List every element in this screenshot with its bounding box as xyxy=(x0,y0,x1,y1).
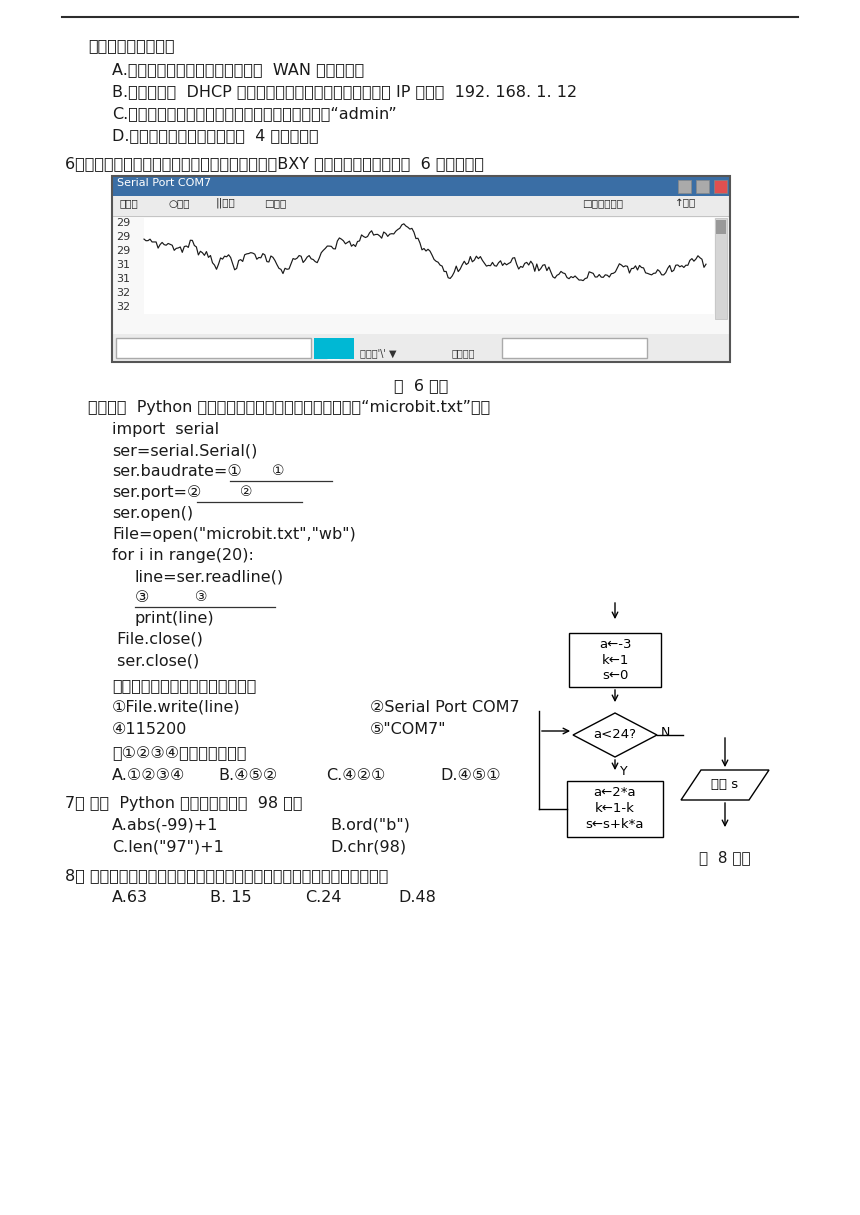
Text: 第  6 题图: 第 6 题图 xyxy=(394,378,448,392)
Text: 29: 29 xyxy=(116,217,130,228)
Text: D.④⑤①: D.④⑤① xyxy=(440,768,501,782)
FancyBboxPatch shape xyxy=(112,176,730,196)
Text: 31: 31 xyxy=(116,275,130,284)
Text: Serial Port COM7: Serial Port COM7 xyxy=(117,179,211,188)
Text: for i in range(20):: for i in range(20): xyxy=(112,548,254,563)
Text: 29: 29 xyxy=(116,232,130,242)
Text: B. 15: B. 15 xyxy=(210,891,252,905)
Text: File.close(): File.close() xyxy=(112,632,203,648)
Text: C.len("97")+1: C.len("97")+1 xyxy=(112,840,224,855)
Polygon shape xyxy=(681,770,769,799)
Text: 则①②③④处的语句依次为: 则①②③④处的语句依次为 xyxy=(112,746,247,761)
Text: A.使用网线将光猫和无线路由器的  WAN 口进行连接: A.使用网线将光猫和无线路由器的 WAN 口进行连接 xyxy=(112,62,365,77)
Text: ④115200: ④115200 xyxy=(112,722,187,738)
Text: 第  8 题图: 第 8 题图 xyxy=(699,850,751,865)
Text: print(line): print(line) xyxy=(135,611,215,626)
Text: C.首次登陆路由器管理界面时，用户名和密码均为“admin”: C.首次登陆路由器管理界面时，用户名和密码均为“admin” xyxy=(112,106,396,122)
Text: File=open("microbit.txt","wb"): File=open("microbit.txt","wb") xyxy=(112,527,356,542)
Text: a←2*a: a←2*a xyxy=(593,786,636,799)
Text: a←-3: a←-3 xyxy=(599,638,631,651)
FancyBboxPatch shape xyxy=(314,338,354,358)
Text: ser=serial.Serial(): ser=serial.Serial() xyxy=(112,443,257,458)
Text: 32: 32 xyxy=(116,303,130,312)
FancyBboxPatch shape xyxy=(678,180,691,193)
Text: k←1-k: k←1-k xyxy=(595,802,635,815)
Text: □停止: □停止 xyxy=(264,198,286,208)
Text: Y: Y xyxy=(620,765,628,778)
Text: 编写以下  Python 代码，获取串口数据并保存到文本文件“microbit.txt”中。: 编写以下 Python 代码，获取串口数据并保存到文本文件“microbit.t… xyxy=(88,400,490,416)
FancyBboxPatch shape xyxy=(116,338,311,358)
Text: 8． 该算法的部分流程图如图所示，执行该部分流程图后，则输出的结果为: 8． 该算法的部分流程图如图所示，执行该部分流程图后，则输出的结果为 xyxy=(65,868,389,883)
Text: ②: ② xyxy=(240,485,253,499)
Text: ○重置: ○重置 xyxy=(168,198,189,208)
Text: 7． 下列  Python 表达式的値等于  98 的是: 7． 下列 Python 表达式的値等于 98 的是 xyxy=(65,796,303,810)
Text: line=ser.readline(): line=ser.readline() xyxy=(135,569,284,584)
Text: ①: ① xyxy=(272,464,285,477)
FancyBboxPatch shape xyxy=(113,334,729,361)
Text: ser.port=②: ser.port=② xyxy=(112,485,201,501)
Text: 以下说法不正确的是: 以下说法不正确的是 xyxy=(88,38,175,53)
Text: A.abs(-99)+1: A.abs(-99)+1 xyxy=(112,818,218,833)
Text: a<24?: a<24? xyxy=(593,729,636,741)
Text: ||暂停: ||暂停 xyxy=(216,198,236,209)
Text: k←1: k←1 xyxy=(601,654,629,667)
Text: 波特率：: 波特率： xyxy=(452,347,476,358)
Text: C.④②①: C.④②① xyxy=(326,768,385,782)
Text: □显示时间截: □显示时间截 xyxy=(582,198,623,208)
Text: ser.baudrate=①: ser.baudrate=① xyxy=(112,464,242,479)
Text: 结束符'\' ▼: 结束符'\' ▼ xyxy=(360,347,396,358)
Text: A.①②③④: A.①②③④ xyxy=(112,768,186,782)
FancyBboxPatch shape xyxy=(502,338,647,358)
Text: ③: ③ xyxy=(135,590,150,605)
FancyBboxPatch shape xyxy=(696,180,709,193)
Text: B.ord("b"): B.ord("b") xyxy=(330,818,410,833)
Text: C.24: C.24 xyxy=(305,891,341,905)
Text: 115200(波特默认): 115200(波特默认) xyxy=(506,347,574,358)
Text: 上述程序段中划线处可选语句为：: 上述程序段中划线处可选语句为： xyxy=(112,678,256,693)
Text: 31: 31 xyxy=(116,260,130,270)
Text: s←0: s←0 xyxy=(602,669,628,682)
Text: ①File.write(line): ①File.write(line) xyxy=(112,700,241,714)
Text: 发送: 发送 xyxy=(326,347,340,361)
Text: 音清空: 音清空 xyxy=(120,198,138,208)
Text: 29: 29 xyxy=(116,245,130,256)
Text: ser.open(): ser.open() xyxy=(112,505,194,521)
FancyBboxPatch shape xyxy=(567,781,663,837)
FancyBboxPatch shape xyxy=(716,220,726,234)
Polygon shape xyxy=(573,713,657,757)
FancyBboxPatch shape xyxy=(112,196,730,362)
FancyBboxPatch shape xyxy=(569,633,661,686)
Text: D.chr(98): D.chr(98) xyxy=(330,840,406,855)
Text: ser.close(): ser.close() xyxy=(112,652,200,668)
Text: D.48: D.48 xyxy=(398,891,436,905)
Text: B.路由器开启  DHCP 功能后，手机连接无线路由器获取的 IP 可能是  192. 168. 1. 12: B.路由器开启 DHCP 功能后，手机连接无线路由器获取的 IP 可能是 192… xyxy=(112,84,577,98)
Text: ▼: ▼ xyxy=(640,347,648,358)
Text: import  serial: import serial xyxy=(112,422,219,437)
Text: 32: 32 xyxy=(116,288,130,298)
FancyBboxPatch shape xyxy=(144,217,714,313)
Text: ③: ③ xyxy=(195,590,207,604)
FancyBboxPatch shape xyxy=(714,180,727,193)
Text: N: N xyxy=(661,725,671,739)
FancyBboxPatch shape xyxy=(715,217,727,320)
Text: ↑导出: ↑导出 xyxy=(675,198,697,208)
FancyBboxPatch shape xyxy=(113,196,729,216)
Text: 输出 s: 输出 s xyxy=(711,779,739,791)
Text: B.④⑤②: B.④⑤② xyxy=(218,768,277,782)
Text: ⑤"COM7": ⑤"COM7" xyxy=(370,722,446,738)
Text: A.63: A.63 xyxy=(112,891,148,905)
Text: D.此无线路由器最多只能连接  4 台终端设备: D.此无线路由器最多只能连接 4 台终端设备 xyxy=(112,128,318,143)
Text: s←s+k*a: s←s+k*a xyxy=(586,819,644,831)
Text: ②Serial Port COM7: ②Serial Port COM7 xyxy=(370,700,519,714)
Text: 6．某智能终端从串口获取温湿度传感器的数据，BXY 软件运行部分界面如第  6 题图所示。: 6．某智能终端从串口获取温湿度传感器的数据，BXY 软件运行部分界面如第 6 题… xyxy=(65,156,484,171)
